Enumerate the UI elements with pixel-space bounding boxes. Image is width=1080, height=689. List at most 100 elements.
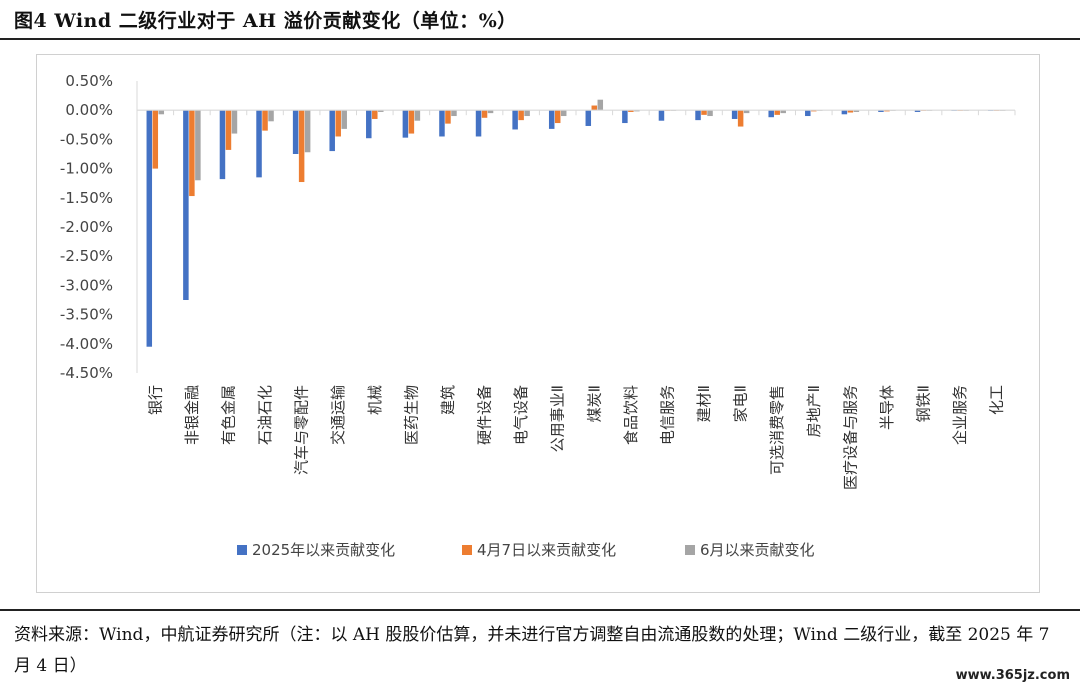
bar: [701, 110, 707, 115]
bar: [219, 110, 226, 180]
bottom-rule: [0, 609, 1080, 611]
top-rule: [0, 38, 1080, 40]
bar: [768, 110, 774, 118]
bar: [743, 110, 750, 114]
legend-swatch: [462, 545, 472, 555]
source-note: 资料来源：Wind，中航证券研究所（注：以 AH 股股价估算，并未进行官方调整自…: [14, 625, 1050, 676]
bar: [487, 110, 494, 114]
y-tick-label: -4.50%: [60, 364, 113, 382]
bar: [628, 110, 634, 112]
bar: [372, 110, 378, 119]
bar: [518, 110, 524, 121]
bar: [554, 110, 561, 124]
bar: [439, 110, 445, 137]
x-tick-label: 房地产Ⅱ: [805, 385, 823, 437]
y-tick-label: -2.50%: [60, 247, 113, 265]
x-tick-label: 医疗设备与服务: [841, 385, 859, 490]
bar: [524, 110, 530, 117]
bar: [853, 110, 860, 112]
y-tick-label: -3.50%: [60, 306, 113, 324]
bar: [195, 110, 201, 181]
y-tick-label: -0.50%: [60, 130, 113, 148]
bar-chart: 0.50% 0.00% -0.50% -1.00% -1.50% -2.00% -2.50%…: [60, 72, 1016, 559]
bar: [366, 110, 372, 139]
bar: [402, 110, 409, 138]
bar: [445, 110, 451, 124]
bar: [341, 110, 347, 129]
bar: [878, 110, 884, 112]
bar: [841, 110, 848, 115]
bar: [914, 110, 921, 112]
bar: [560, 110, 567, 117]
x-tick-label: 食品饮料: [622, 385, 640, 445]
x-tick-label: 钢铁Ⅱ: [915, 385, 933, 422]
legend-label: 4月7日以来贡献变化: [477, 541, 616, 559]
bar: [597, 99, 604, 111]
bar: [335, 110, 341, 137]
bar: [585, 110, 592, 126]
bar: [622, 110, 628, 124]
x-tick-label: 企业服务: [951, 385, 969, 445]
bar: [805, 110, 811, 117]
bar: [408, 110, 415, 134]
bar: [298, 110, 305, 183]
x-tick-label: 银行: [146, 385, 164, 415]
x-tick-label: 汽车与零配件: [293, 385, 311, 475]
bar: [548, 110, 555, 129]
x-tick-label: 煤炭Ⅱ: [585, 385, 603, 422]
x-tick-label: 交通运输: [329, 385, 347, 445]
x-tick-label: 建材Ⅱ: [695, 385, 713, 422]
x-tick-label: 有色金属: [219, 385, 237, 445]
x-tick-label: 公用事业Ⅱ: [549, 385, 567, 452]
x-tick-label: 医药生物: [402, 385, 420, 445]
legend-label: 2025年以来贡献变化: [252, 541, 395, 559]
bar: [737, 110, 744, 127]
x-tick-label: 半导体: [878, 385, 896, 430]
y-tick-label: 0.50%: [65, 72, 113, 90]
legend-swatch: [685, 545, 695, 555]
y-tick-label: 0.00%: [65, 101, 113, 119]
bar: [591, 105, 598, 111]
x-tick-label: 机械: [366, 385, 384, 415]
bar: [780, 110, 786, 114]
bar: [146, 110, 153, 347]
x-tick-label: 石油石化: [256, 385, 274, 445]
x-tick-label: 家电Ⅱ: [732, 385, 750, 422]
bar: [268, 110, 274, 122]
watermark: www.365jz.com: [955, 668, 1070, 683]
x-tick-label: 可选消费零售: [768, 385, 786, 475]
bar: [475, 110, 482, 137]
bar: [158, 110, 165, 115]
bar: [292, 110, 299, 154]
x-tick-label: 建筑: [439, 385, 457, 415]
bar: [707, 110, 713, 117]
chart-frame: 0.50% 0.00% -0.50% -1.00% -1.50% -2.00% -2.50%…: [36, 54, 1040, 593]
bar: [378, 110, 384, 112]
legend-label: 6月以来贡献变化: [700, 541, 815, 559]
bar: [451, 110, 457, 117]
bar: [152, 110, 159, 169]
bar: [304, 110, 311, 153]
legend-swatch: [237, 545, 247, 555]
y-tick-label: -1.50%: [60, 189, 113, 207]
bar: [262, 110, 268, 131]
bar: [695, 110, 701, 121]
bar: [512, 110, 518, 130]
bar: [481, 110, 488, 118]
bar: [225, 110, 232, 150]
y-tick-label: -1.00%: [60, 160, 113, 178]
bar: [231, 110, 238, 134]
bar: [329, 110, 335, 152]
y-tick-label: -4.00%: [60, 335, 113, 353]
bar: [256, 110, 262, 178]
x-tick-label: 非银金融: [183, 385, 201, 445]
bar: [847, 110, 854, 113]
y-tick-label: -3.00%: [60, 276, 113, 294]
x-tick-label: 化工: [988, 385, 1006, 415]
bar: [183, 110, 189, 300]
y-tick-label: -2.00%: [60, 218, 113, 236]
bar: [658, 110, 665, 121]
x-tick-label: 硬件设备: [476, 385, 494, 445]
bar: [774, 110, 780, 115]
bar: [414, 110, 421, 121]
